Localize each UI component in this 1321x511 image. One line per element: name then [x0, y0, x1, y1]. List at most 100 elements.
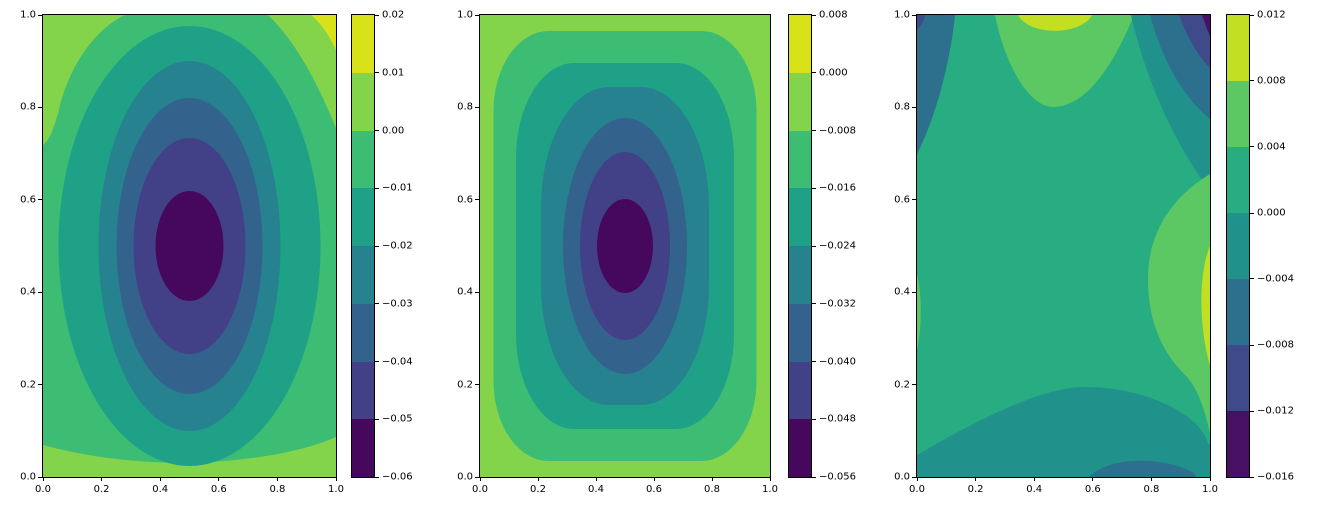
colorbar-band	[789, 361, 811, 420]
contour-core-minimum	[597, 199, 653, 293]
band-teal-bottom-trough	[917, 387, 1210, 477]
x-tick-mark	[1209, 477, 1211, 481]
x-tick-mark	[42, 477, 44, 481]
band-steelblue-topleft	[917, 15, 955, 154]
colorbar-tick-mark	[375, 14, 379, 16]
colorbar-band	[789, 188, 811, 246]
colorbar-tick-mark	[375, 72, 379, 74]
colorbar-tick-mark	[812, 361, 816, 362]
band-lightgreen-topright-strip	[268, 15, 336, 128]
colorbar-tick-mark	[812, 303, 816, 305]
y-tick-label: 0.2	[457, 379, 473, 391]
colorbar-tick-mark	[375, 187, 379, 189]
band-steelblue-bottom-hump	[1089, 460, 1196, 477]
colorbar-band	[352, 303, 374, 362]
y-tick-label: 1.0	[894, 9, 910, 21]
y-tick-label: 0.0	[894, 471, 910, 483]
x-axis-ticks: 0.0 0.2 0.4 0.6 0.8 1.0	[472, 477, 778, 499]
colorbar-tick-label: −0.008	[1257, 339, 1295, 351]
colorbar-tick-mark	[375, 476, 379, 478]
x-tick-label: 0.6	[646, 484, 662, 495]
x-tick-label: 0.6	[210, 484, 227, 495]
colorbar-tick-mark	[1250, 344, 1254, 346]
y-tick-mark	[475, 14, 479, 16]
colorbar-band	[1227, 213, 1249, 279]
y-tick-mark	[38, 476, 42, 478]
colorbar-tick-mark	[375, 361, 379, 362]
band-yellow-top-cap	[1018, 15, 1092, 31]
band-indigo-topright	[1179, 15, 1210, 68]
colorbar-tick-label: −0.016	[819, 182, 857, 194]
colorbar-tick-label: 0.000	[1257, 207, 1286, 219]
colorbar-tick-label: −0.02	[382, 240, 413, 252]
y-tick-label: 0.6	[20, 194, 36, 206]
colorbar-band	[1227, 345, 1249, 411]
colorbar-tick-label: 0.000	[819, 67, 848, 79]
y-tick-label: 0.8	[894, 101, 910, 113]
colorbar-tick-label: −0.032	[819, 298, 857, 310]
band-yellow-right-edge	[1201, 246, 1210, 366]
band-lightgreen-topleft-wedge	[43, 15, 125, 145]
panel-1: 0.0 0.2 0.4 0.6 0.8 1.0 0.0 0.2 0.4 0.6 0.8 1.0 0.…	[20, 10, 422, 496]
colorbar-2: 0.008 0.000 −0.008 −0.016 −0.024 −0.032 −0.040…	[788, 10, 856, 483]
y-tick-label: 0.4	[894, 286, 910, 298]
x-tick-mark	[218, 477, 220, 481]
y-tick-label: 0.0	[457, 471, 473, 483]
panel-2: 0.0 0.2 0.4 0.6 0.8 1.0 0.0 0.2 0.4 0.6 0.8 1.0 0.…	[457, 10, 859, 496]
x-tick-mark	[101, 477, 103, 481]
y-tick-mark	[38, 199, 42, 201]
colorbar-tick-mark	[812, 245, 816, 247]
colorbar-band	[352, 419, 374, 477]
colorbar-3: 0.012 0.008 0.004 0.000 −0.004 −0.008 −0.012 −0…	[1226, 10, 1294, 483]
colorbar-tick-label: 0.008	[1257, 75, 1286, 87]
colorbar-tick-mark	[812, 130, 816, 131]
colorbar-tick-label: −0.06	[382, 471, 413, 483]
x-tick-mark	[479, 477, 481, 481]
y-axis-ticks: 0.0 0.2 0.4 0.6 0.8 1.0	[873, 10, 917, 483]
colorbar-tick-label: 0.01	[382, 67, 405, 79]
contour-plot-2	[480, 15, 770, 477]
colorbar-band	[1227, 279, 1249, 345]
x-tick-mark	[1033, 477, 1035, 481]
y-tick-mark	[912, 291, 916, 293]
x-tick-label: 0.8	[1143, 484, 1160, 495]
colorbar-band	[1227, 411, 1249, 477]
colorbar-tick-label: −0.05	[382, 413, 413, 425]
colorbar-band	[352, 361, 374, 420]
colorbar-3-ticks: 0.012 0.008 0.004 0.000 −0.004 −0.008 −0.012 −0…	[1250, 10, 1304, 483]
colorbar-1: 0.02 0.01 0.00 −0.01 −0.02 −0.03 −0.04 −0.05 −0.…	[351, 10, 413, 483]
colorbar-band	[352, 130, 374, 189]
colorbar-tick-mark	[375, 130, 379, 131]
colorbar-tick-mark	[1250, 14, 1254, 16]
colorbar-tick-mark	[375, 418, 379, 420]
colorbar-tick-mark	[812, 72, 816, 74]
colorbar-tick-label: 0.00	[382, 125, 405, 136]
y-tick-label: 0.4	[457, 286, 473, 298]
x-tick-label: 0.0	[909, 484, 925, 495]
x-tick-mark	[711, 477, 713, 481]
colorbar-2-ticks: 0.008 0.000 −0.008 −0.016 −0.024 −0.032 −0.040…	[812, 10, 866, 483]
band-lightgreen-left-sliver	[917, 274, 921, 350]
y-tick-mark	[38, 14, 42, 16]
x-tick-label: 1.0	[762, 484, 778, 495]
y-tick-label: 0.8	[20, 101, 36, 113]
y-tick-label: 0.6	[894, 194, 910, 206]
x-tick-mark	[276, 477, 278, 481]
colorbar-tick-mark	[812, 187, 816, 189]
colorbar-tick-label: 0.008	[819, 9, 848, 21]
colorbar-band	[789, 15, 811, 73]
colorbar-tick-label: −0.03	[382, 298, 413, 310]
y-tick-label: 0.2	[894, 379, 910, 391]
colorbar-tick-mark	[375, 245, 379, 247]
colorbar-tick-mark	[1250, 80, 1254, 82]
y-tick-mark	[912, 384, 916, 386]
x-tick-label: 0.4	[588, 484, 604, 495]
x-tick-mark	[537, 477, 539, 481]
y-tick-mark	[475, 106, 479, 108]
y-tick-mark	[475, 476, 479, 478]
x-tick-label: 0.8	[269, 484, 286, 495]
colorbar-band	[352, 15, 374, 73]
x-tick-mark	[916, 477, 918, 481]
y-tick-mark	[38, 384, 42, 386]
